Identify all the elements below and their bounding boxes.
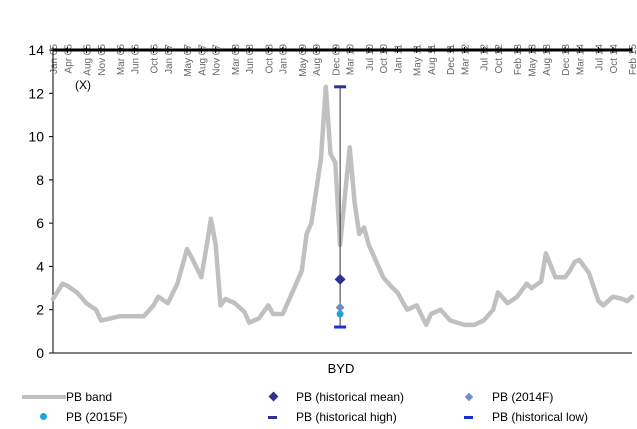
x-tick-label: Oct 14 xyxy=(609,44,620,74)
legend-label: PB band xyxy=(66,389,113,404)
legend-item-historical-mean: PB (historical mean) xyxy=(252,388,404,405)
x-tick-label: Dec 09 xyxy=(331,44,342,76)
y-tick-label: 4 xyxy=(36,258,44,274)
x-tick-label: Jul 12 xyxy=(480,44,491,71)
marker-pb-2015f xyxy=(336,310,344,318)
marker-pb-historical-mean xyxy=(334,273,346,285)
legend: PB band PB (historical mean) PB (2014F) … xyxy=(22,388,622,428)
x-tick-label: Aug 07 xyxy=(197,44,208,76)
x-tick-label: Jan 11 xyxy=(394,44,405,74)
legend-item-historical-low: PB (historical low) xyxy=(448,408,588,425)
y-tick-label: 0 xyxy=(36,345,44,361)
marker-pb-2014f xyxy=(335,303,345,313)
pb-band-swatch xyxy=(22,389,66,405)
y-tick-label: 2 xyxy=(36,302,44,318)
legend-item-pb-band: PB band xyxy=(22,388,112,405)
x-tick-label: Apr 05 xyxy=(63,44,74,74)
x-tick-label: Nov 07 xyxy=(212,44,223,76)
x-tick-label: Aug 11 xyxy=(427,44,438,75)
x-tick-label: Dec 13 xyxy=(561,44,572,76)
x-tick-label: Oct 08 xyxy=(264,44,275,74)
x-tick-label: May 13 xyxy=(528,44,539,77)
legend-item-2015f: PB (2015F) xyxy=(22,408,127,425)
unit-label: (X) xyxy=(75,78,91,92)
x-tick-labels: Jan 05 Apr 05 Aug 05 Nov 05 Mar 06 Jun 06 Oct … xyxy=(49,44,637,77)
marker-pb-historical-low xyxy=(334,325,347,329)
series-line-pb-band xyxy=(50,84,635,328)
x-tick-label: Mar 06 xyxy=(116,44,127,76)
x-tick-label: Jan 05 xyxy=(49,44,60,74)
x-tick-label: Jul 14 xyxy=(595,44,606,71)
x-tick-label: Oct 06 xyxy=(149,44,160,74)
x-tick-label: Jan 09 xyxy=(279,44,290,74)
plot-area xyxy=(50,84,635,329)
x-tick-label: May 09 xyxy=(298,44,309,77)
x-tick-label: Feb 13 xyxy=(513,44,524,76)
x-tick-label: Jul 10 xyxy=(365,44,376,71)
x-tick-label: Jun 06 xyxy=(130,44,141,74)
y-tick-label: 10 xyxy=(28,129,44,145)
x-tick-label: May 07 xyxy=(183,44,194,77)
y-axis: 0 2 4 6 8 10 12 14 xyxy=(28,42,633,361)
x-tick-label: Mar 14 xyxy=(575,44,586,76)
x-tick-label: Nov 05 xyxy=(97,44,108,76)
x-tick-label: Dec 11 xyxy=(446,44,457,75)
x-tick-label: May 11 xyxy=(413,44,424,76)
dash-marker-icon xyxy=(448,409,492,425)
x-tick-label: Aug 13 xyxy=(542,44,553,76)
dash-marker-icon xyxy=(252,409,296,425)
x-tick-label: Jan 07 xyxy=(164,44,175,74)
marker-pb-historical-high xyxy=(334,85,347,89)
legend-item-2014f: PB (2014F) xyxy=(448,388,553,405)
x-tick-label: Mar 10 xyxy=(346,44,357,76)
x-tick-label: Mar 12 xyxy=(461,44,472,76)
y-tick-label: 12 xyxy=(28,85,44,101)
legend-label: PB (historical low) xyxy=(492,409,589,424)
y-tick-label: 8 xyxy=(36,172,44,188)
x-tick-label: Oct 12 xyxy=(494,44,505,74)
legend-item-historical-high: PB (historical high) xyxy=(252,408,397,425)
diamond-marker-icon xyxy=(448,389,492,405)
category-label: BYD xyxy=(328,361,355,376)
legend-label: PB (2014F) xyxy=(492,389,554,404)
legend-label: PB (historical mean) xyxy=(296,389,405,404)
x-tick-label: Aug 09 xyxy=(312,44,323,76)
diamond-marker-icon xyxy=(252,389,296,405)
x-tick-label: Aug 05 xyxy=(82,44,93,76)
x-tick-label: Feb 15 xyxy=(628,44,637,76)
y-tick-label: 14 xyxy=(28,42,44,58)
x-tick-label: Oct 10 xyxy=(379,44,390,74)
circle-marker-icon xyxy=(22,409,66,425)
legend-label: PB (historical high) xyxy=(296,409,397,424)
legend-label: PB (2015F) xyxy=(66,409,128,424)
y-tick-label: 6 xyxy=(36,215,44,231)
x-tick-label: Mar 08 xyxy=(231,44,242,76)
x-tick-label: Jun 08 xyxy=(245,44,256,74)
